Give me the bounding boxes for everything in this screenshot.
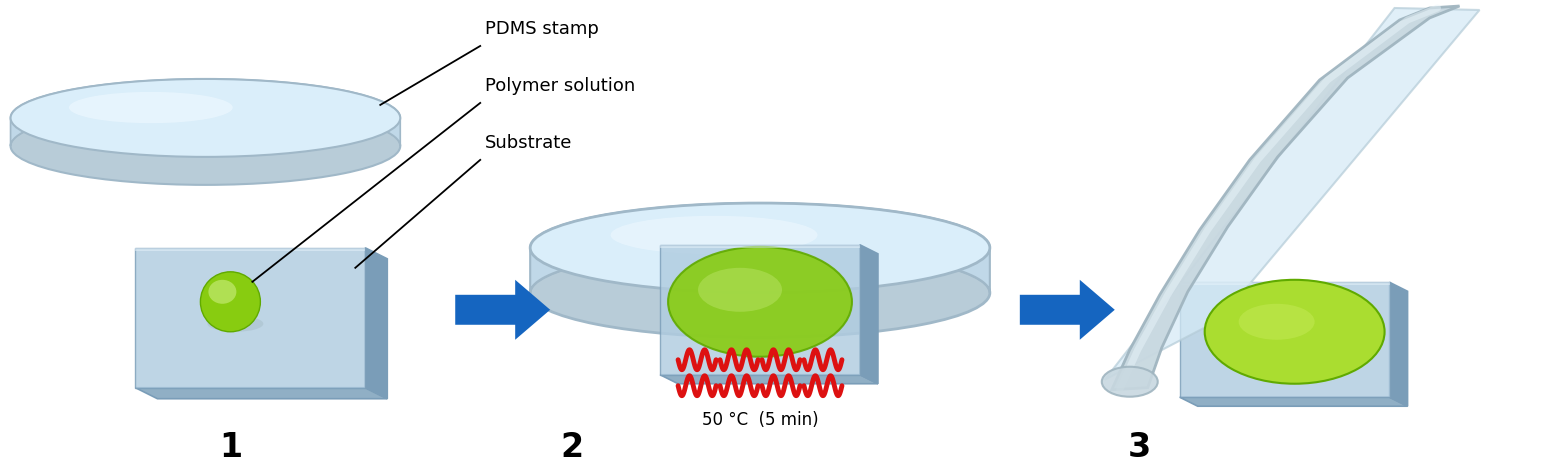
Ellipse shape bbox=[11, 107, 400, 185]
Polygon shape bbox=[1179, 397, 1408, 406]
Ellipse shape bbox=[207, 316, 263, 332]
Polygon shape bbox=[1179, 282, 1389, 285]
Polygon shape bbox=[11, 79, 400, 146]
Ellipse shape bbox=[1204, 280, 1385, 384]
Polygon shape bbox=[1019, 280, 1115, 340]
Ellipse shape bbox=[69, 92, 232, 123]
Polygon shape bbox=[859, 245, 878, 384]
Ellipse shape bbox=[1102, 367, 1157, 397]
Polygon shape bbox=[455, 280, 550, 340]
Polygon shape bbox=[660, 245, 859, 248]
Polygon shape bbox=[135, 248, 365, 251]
Ellipse shape bbox=[201, 272, 260, 332]
Text: Substrate: Substrate bbox=[485, 134, 572, 152]
Ellipse shape bbox=[530, 248, 989, 338]
Text: 50 °C  (5 min): 50 °C (5 min) bbox=[702, 411, 818, 429]
Polygon shape bbox=[135, 388, 387, 399]
Text: 1: 1 bbox=[220, 431, 241, 464]
Polygon shape bbox=[1179, 282, 1389, 397]
Polygon shape bbox=[135, 248, 365, 388]
Polygon shape bbox=[660, 375, 878, 384]
Text: Polymer solution: Polymer solution bbox=[485, 77, 635, 95]
Polygon shape bbox=[660, 245, 859, 375]
Text: PDMS stamp: PDMS stamp bbox=[485, 20, 599, 38]
Ellipse shape bbox=[698, 268, 782, 312]
Text: 2: 2 bbox=[561, 431, 583, 464]
Polygon shape bbox=[1112, 6, 1460, 390]
Ellipse shape bbox=[530, 203, 989, 293]
Polygon shape bbox=[530, 203, 989, 293]
Polygon shape bbox=[1389, 282, 1408, 406]
Ellipse shape bbox=[610, 216, 817, 254]
Text: 3: 3 bbox=[1127, 431, 1151, 464]
Ellipse shape bbox=[11, 79, 400, 157]
Polygon shape bbox=[1105, 8, 1480, 380]
Polygon shape bbox=[365, 248, 387, 399]
Ellipse shape bbox=[668, 247, 851, 357]
Ellipse shape bbox=[209, 280, 237, 304]
Ellipse shape bbox=[1239, 304, 1314, 340]
